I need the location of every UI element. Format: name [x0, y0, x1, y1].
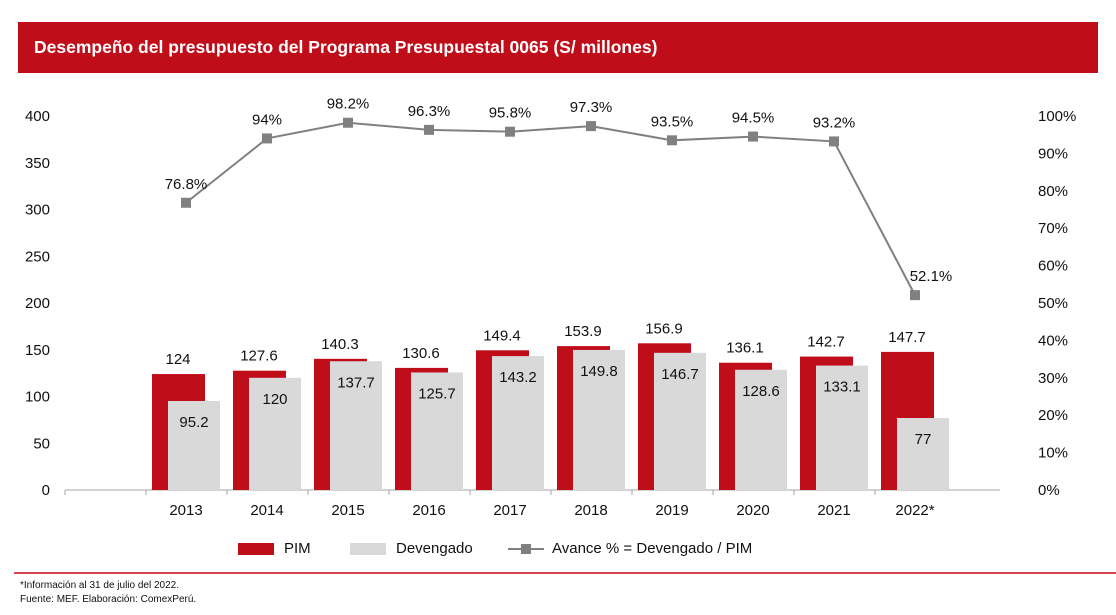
data-label-devengado: 137.7: [337, 374, 375, 391]
data-label-pim: 147.7: [888, 329, 926, 346]
marker-avance: [424, 124, 434, 135]
x-tick-label: 2015: [331, 502, 364, 519]
data-label-devengado: 128.6: [742, 383, 780, 400]
x-tick-label: 2020: [736, 502, 769, 519]
data-label-pim: 136.1: [726, 340, 764, 357]
legend-label: Devengado: [396, 540, 473, 557]
y-tick-label: 300: [25, 202, 50, 219]
data-label-devengado: 146.7: [661, 366, 699, 383]
data-label-devengado: 143.2: [499, 369, 537, 386]
y-tick-label: 150: [25, 342, 50, 359]
data-label-avance: 94.5%: [732, 110, 775, 127]
marker-avance: [343, 117, 353, 128]
y-tick-label: 0: [42, 482, 50, 499]
data-label-pim: 140.3: [321, 336, 359, 353]
data-label-pim: 156.9: [645, 320, 683, 337]
bar-devengado: [816, 365, 868, 490]
x-tick-label: 2019: [655, 502, 688, 519]
data-label-avance: 94%: [252, 111, 282, 128]
legend-label: Avance % = Devengado / PIM: [552, 540, 753, 557]
data-label-avance: 96.3%: [408, 103, 451, 120]
data-label-devengado: 77: [915, 431, 932, 448]
bar-devengado: [249, 377, 301, 490]
x-tick-label: 2016: [412, 502, 445, 519]
data-label-devengado: 149.8: [580, 363, 618, 380]
data-label-pim: 127.6: [240, 348, 278, 365]
x-tick-label: 2017: [493, 502, 526, 519]
data-label-avance: 76.8%: [165, 176, 208, 193]
y2-tick-label: 20%: [1038, 407, 1068, 424]
data-label-avance: 97.3%: [570, 99, 613, 116]
data-label-avance: 93.5%: [651, 113, 694, 130]
marker-avance: [181, 197, 191, 208]
x-tick-label: 2021: [817, 502, 850, 519]
y-tick-label: 50: [33, 435, 50, 452]
bar-devengado: [897, 418, 949, 490]
y-tick-label: 100: [25, 389, 50, 406]
data-label-pim: 149.4: [483, 327, 521, 344]
bar-devengado: [411, 372, 463, 490]
legend-line-marker-icon: [508, 543, 544, 554]
legend-devengado: Devengado: [350, 540, 473, 557]
divider: [14, 572, 1116, 574]
data-label-devengado: 133.1: [823, 379, 861, 396]
data-label-pim: 153.9: [564, 323, 602, 340]
line-avance: [185, 121, 916, 296]
marker-avance: [910, 290, 920, 301]
y2-tick-label: 60%: [1038, 258, 1068, 275]
legend-label: PIM: [284, 540, 311, 557]
marker-avance: [667, 135, 677, 146]
bar-devengado: [492, 356, 544, 490]
bar-devengado: [735, 369, 787, 490]
y-tick-label: 200: [25, 295, 50, 312]
y2-tick-label: 50%: [1038, 295, 1068, 312]
x-tick-label: 2013: [169, 502, 202, 519]
y-tick-label: 350: [25, 155, 50, 172]
x-tick-label: 2022*: [895, 502, 934, 519]
y2-tick-label: 70%: [1038, 220, 1068, 237]
bar-devengado: [654, 352, 706, 490]
marker-avance: [748, 131, 758, 142]
data-label-pim: 142.7: [807, 334, 845, 351]
data-label-pim: 130.6: [402, 345, 440, 362]
legend-swatch-devengado: [350, 542, 386, 555]
y2-tick-label: 10%: [1038, 445, 1068, 462]
y2-tick-label: 90%: [1038, 145, 1068, 162]
chart-title: Desempeño del presupuesto del Programa P…: [34, 37, 658, 57]
y2-tick-label: 80%: [1038, 183, 1068, 200]
data-label-avance: 95.8%: [489, 105, 532, 122]
data-label-pim: 124: [165, 351, 190, 368]
marker-avance: [262, 133, 272, 144]
data-label-devengado: 120: [262, 391, 287, 408]
y-tick-label: 400: [25, 108, 50, 125]
y2-tick-label: 0%: [1038, 482, 1060, 499]
x-tick-label: 2014: [250, 502, 283, 519]
chart-title-bar: Desempeño del presupuesto del Programa P…: [18, 22, 1098, 73]
legend-avance: Avance % = Devengado / PIM: [508, 540, 752, 557]
chart: 0 50 100 150 200 250 300 350 400 0% 10% 20% 30% 40% 50…: [25, 96, 1076, 519]
data-label-avance: 52.1%: [910, 268, 953, 285]
y2-tick-label: 40%: [1038, 332, 1068, 349]
data-label-devengado: 125.7: [418, 385, 456, 402]
y2-tick-label: 30%: [1038, 370, 1068, 387]
bar-devengado: [168, 400, 220, 490]
legend-swatch-pim: [238, 542, 274, 555]
marker-avance: [505, 126, 515, 137]
source-note: Fuente: MEF. Elaboración: ComexPerú.: [20, 594, 197, 605]
y-tick-label: 250: [25, 248, 50, 265]
data-label-avance: 98.2%: [327, 96, 370, 113]
data-label-avance: 93.2%: [813, 114, 856, 131]
marker-avance: [586, 121, 596, 132]
y2-tick-label: 100%: [1038, 108, 1076, 125]
bar-devengado: [330, 361, 382, 490]
bar-devengado: [573, 349, 625, 490]
legend-pim: PIM: [238, 540, 311, 557]
data-label-devengado: 95.2: [179, 414, 208, 431]
marker-avance: [829, 136, 839, 147]
footnote: *Información al 31 de julio del 2022.: [20, 580, 179, 591]
x-tick-label: 2018: [574, 502, 607, 519]
